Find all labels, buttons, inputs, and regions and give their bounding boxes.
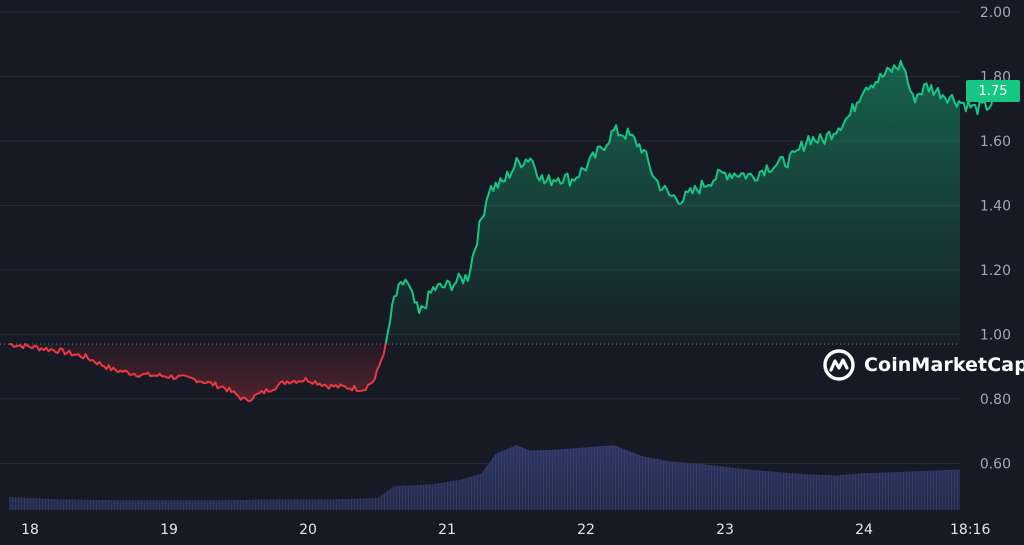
price-line-up <box>384 59 1001 344</box>
price-area-up <box>385 60 960 345</box>
coinmarketcap-logo-icon <box>823 349 855 381</box>
price-area <box>9 60 960 402</box>
y-tick-label-7: 0.60 <box>980 456 1011 472</box>
x-tick-label-4: 22 <box>577 522 595 538</box>
x-tick-label-5: 23 <box>716 522 734 538</box>
x-axis-ticks: 18 19 20 21 22 23 24 18:16 <box>21 522 990 538</box>
volume-area <box>9 445 960 510</box>
price-area-down <box>9 343 386 402</box>
current-price-tag: 1.75 <box>966 80 1020 102</box>
y-tick-label-3: 1.40 <box>980 198 1011 214</box>
y-axis-ticks: 2.001.801.601.401.201.000.800.60 <box>980 5 1011 472</box>
volume-bars <box>9 445 960 510</box>
x-tick-label-3: 21 <box>438 522 456 538</box>
price-line <box>9 59 1001 403</box>
x-tick-label-0: 18 <box>21 522 39 538</box>
x-tick-label-2: 20 <box>299 522 317 538</box>
x-tick-label-7: 18:16 <box>950 522 990 538</box>
price-line-down <box>9 342 387 403</box>
y-tick-label-0: 2.00 <box>980 5 1011 21</box>
x-tick-label-6: 24 <box>855 522 873 538</box>
x-tick-label-1: 19 <box>160 522 178 538</box>
y-tick-label-5: 1.00 <box>980 327 1011 343</box>
brand-name: CoinMarketCap <box>864 354 1024 376</box>
y-tick-label-6: 0.80 <box>980 392 1011 408</box>
coinmarketcap-watermark: CoinMarketCap <box>822 348 1024 382</box>
y-tick-label-2: 1.60 <box>980 134 1011 150</box>
y-tick-label-4: 1.20 <box>980 263 1011 279</box>
